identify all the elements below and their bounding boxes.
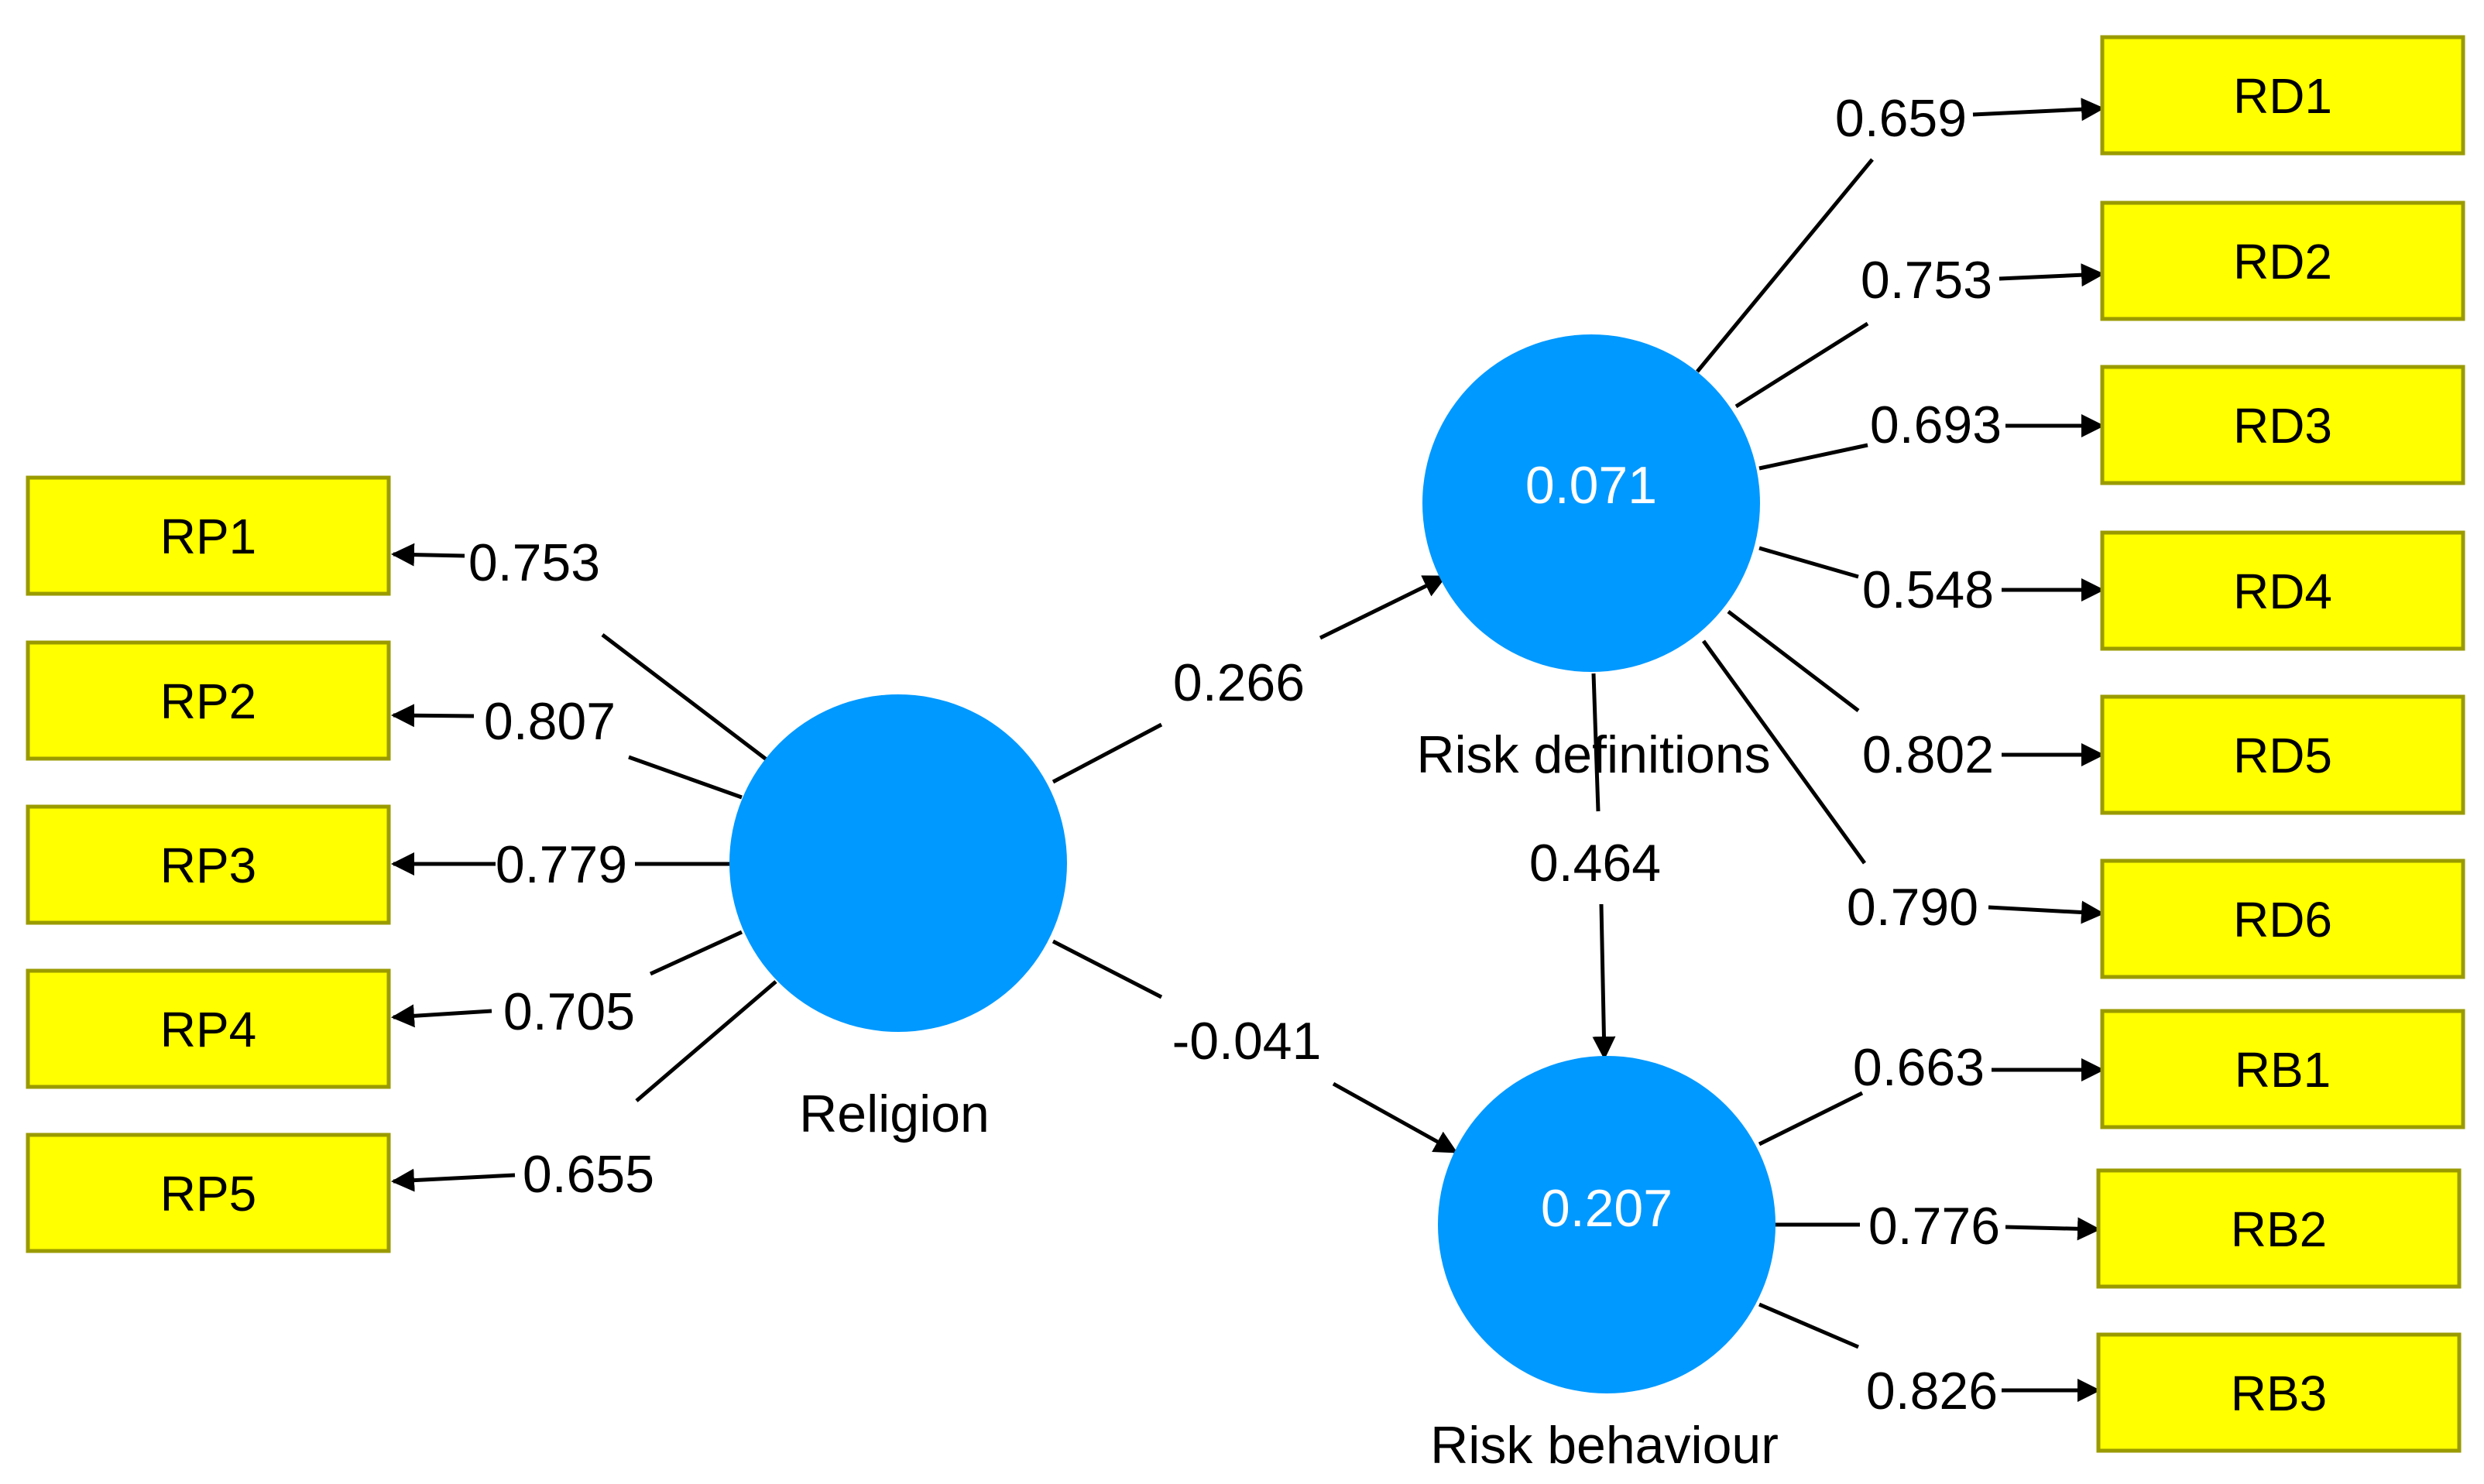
indicator-rd4[interactable]: RD4 xyxy=(2100,530,2465,651)
construct-religion-name: Religion xyxy=(799,1085,990,1143)
loading-rp4: 0.705 xyxy=(503,982,635,1041)
loading-rd3: 0.693 xyxy=(1870,396,2002,454)
path-riskdef-riskbeh-b xyxy=(1592,903,1616,1060)
indicator-rp5-label: RP5 xyxy=(160,1166,257,1222)
path-religion-riskbeh-a xyxy=(1052,939,1163,999)
indicator-rd6[interactable]: RD6 xyxy=(2100,859,2465,979)
edge-riskdef-rd3-a xyxy=(1758,443,1868,471)
indicator-rd2[interactable]: RD2 xyxy=(2100,200,2465,321)
construct-risk-behaviour[interactable]: 0.207 Risk behaviour xyxy=(1430,1056,1779,1475)
edge-religion-rp2-a xyxy=(628,755,743,800)
edge-riskdef-rd2-b xyxy=(1999,263,2105,287)
indicator-rd2-label: RD2 xyxy=(2233,234,2332,290)
indicator-rd4-label: RD4 xyxy=(2233,564,2332,619)
edge-riskdef-rd1-a xyxy=(1696,158,1874,373)
edge-religion-rp5-b xyxy=(391,1168,516,1192)
edge-riskdef-rd2-a xyxy=(1734,321,1869,409)
indicator-rp4-label: RP4 xyxy=(160,1002,257,1057)
edge-religion-rp1-b xyxy=(391,543,465,567)
loading-rd5: 0.802 xyxy=(1862,725,1994,784)
construct-risk-definitions-r2: 0.071 xyxy=(1525,456,1657,515)
edge-religion-rp4-b xyxy=(391,1004,492,1028)
indicator-rb1[interactable]: RB1 xyxy=(2100,1009,2465,1129)
indicator-rd6-label: RD6 xyxy=(2233,892,2332,948)
indicator-rp3-label: RP3 xyxy=(160,838,257,893)
construct-risk-definitions-circle xyxy=(1422,334,1760,672)
path-labels: 0.266 -0.041 0.464 xyxy=(1172,653,1661,1071)
path-religion-riskdef-a xyxy=(1052,722,1163,784)
edge-religion-rp5-a xyxy=(635,980,777,1102)
indicator-rd3-label: RD3 xyxy=(2233,398,2332,454)
construct-religion[interactable]: Religion xyxy=(729,694,1067,1143)
edge-religion-rp2-b xyxy=(391,704,475,728)
loading-rd6: 0.790 xyxy=(1847,878,1978,937)
path-religion-riskbeh-b xyxy=(1332,1081,1458,1154)
indicator-rb2[interactable]: RB2 xyxy=(2096,1168,2462,1289)
edge-riskdef-rd1-b xyxy=(1972,98,2105,122)
indicator-rp4[interactable]: RP4 xyxy=(26,968,391,1089)
path-riskdef-riskbeh-a xyxy=(1591,673,1601,812)
indicator-rb1-label: RB1 xyxy=(2235,1042,2331,1098)
indicator-rp1[interactable]: RP1 xyxy=(26,475,391,596)
construct-religion-circle xyxy=(729,694,1067,1032)
edge-religion-rp1-a xyxy=(601,633,772,764)
edge-riskbeh-rb2-b xyxy=(2005,1217,2101,1241)
construct-risk-behaviour-r2: 0.207 xyxy=(1541,1179,1673,1238)
loading-rb3: 0.826 xyxy=(1866,1362,1998,1421)
indicator-rp2[interactable]: RP2 xyxy=(26,640,391,761)
loading-rp5: 0.655 xyxy=(523,1145,654,1204)
indicator-rd3[interactable]: RD3 xyxy=(2100,365,2465,485)
loading-rd2: 0.753 xyxy=(1861,251,1992,310)
indicator-rp1-label: RP1 xyxy=(160,509,257,564)
construct-risk-behaviour-name: Risk behaviour xyxy=(1430,1416,1779,1475)
path-religion-riskdef-label: 0.266 xyxy=(1173,653,1305,712)
edge-religion-rp4-a xyxy=(649,930,743,976)
loading-labels-rp: 0.753 0.807 0.779 0.705 0.655 xyxy=(468,533,654,1204)
indicators-rb: RB1 RB2 RB3 xyxy=(2096,1009,2465,1453)
indicators-rp: RP1 RP2 RP3 RP4 RP5 xyxy=(26,475,391,1253)
edge-riskdef-rd6-a xyxy=(1701,639,1867,865)
loading-rp1: 0.753 xyxy=(468,533,600,592)
indicator-rd1-label: RD1 xyxy=(2233,68,2332,124)
indicator-rp2-label: RP2 xyxy=(160,673,257,729)
construct-risk-definitions[interactable]: 0.071 Risk definitions xyxy=(1416,334,1771,784)
loading-rd4: 0.548 xyxy=(1862,560,1994,619)
indicator-rd5-label: RD5 xyxy=(2233,728,2332,783)
loading-rp2: 0.807 xyxy=(484,692,616,751)
indicator-rb3[interactable]: RB3 xyxy=(2096,1332,2462,1453)
indicator-rb3-label: RB3 xyxy=(2231,1366,2328,1421)
loading-labels-rd: 0.659 0.753 0.693 0.548 0.802 0.790 xyxy=(1835,89,2002,937)
loading-labels-rb: 0.663 0.776 0.826 xyxy=(1853,1038,2000,1421)
indicator-rp5[interactable]: RP5 xyxy=(26,1133,391,1253)
path-religion-riskbeh-label: -0.041 xyxy=(1172,1012,1322,1071)
loading-rb1: 0.663 xyxy=(1853,1038,1985,1097)
loading-rb2: 0.776 xyxy=(1868,1197,2000,1256)
path-riskdef-riskbeh-label: 0.464 xyxy=(1529,834,1661,893)
construct-risk-behaviour-circle xyxy=(1438,1056,1776,1393)
indicators-rd: RD1 RD2 RD3 RD4 RD5 RD6 xyxy=(2100,35,2465,979)
edge-riskbeh-rb3-a xyxy=(1758,1302,1859,1349)
indicator-rd5[interactable]: RD5 xyxy=(2100,694,2465,815)
indicator-rd1[interactable]: RD1 xyxy=(2100,35,2465,156)
indicator-rp3[interactable]: RP3 xyxy=(26,804,391,925)
loading-rd1: 0.659 xyxy=(1835,89,1967,148)
loading-rp3: 0.779 xyxy=(496,835,627,894)
edge-riskdef-rd5-a xyxy=(1727,610,1860,712)
indicator-rb2-label: RB2 xyxy=(2231,1201,2328,1257)
edge-riskdef-rd6-b xyxy=(1988,900,2105,924)
edge-riskdef-rd4-a xyxy=(1758,546,1859,579)
construct-risk-definitions-name: Risk definitions xyxy=(1416,725,1770,784)
edge-riskbeh-rb1-a xyxy=(1758,1091,1864,1146)
edges xyxy=(391,98,2105,1402)
path-religion-riskdef-b xyxy=(1319,574,1447,640)
